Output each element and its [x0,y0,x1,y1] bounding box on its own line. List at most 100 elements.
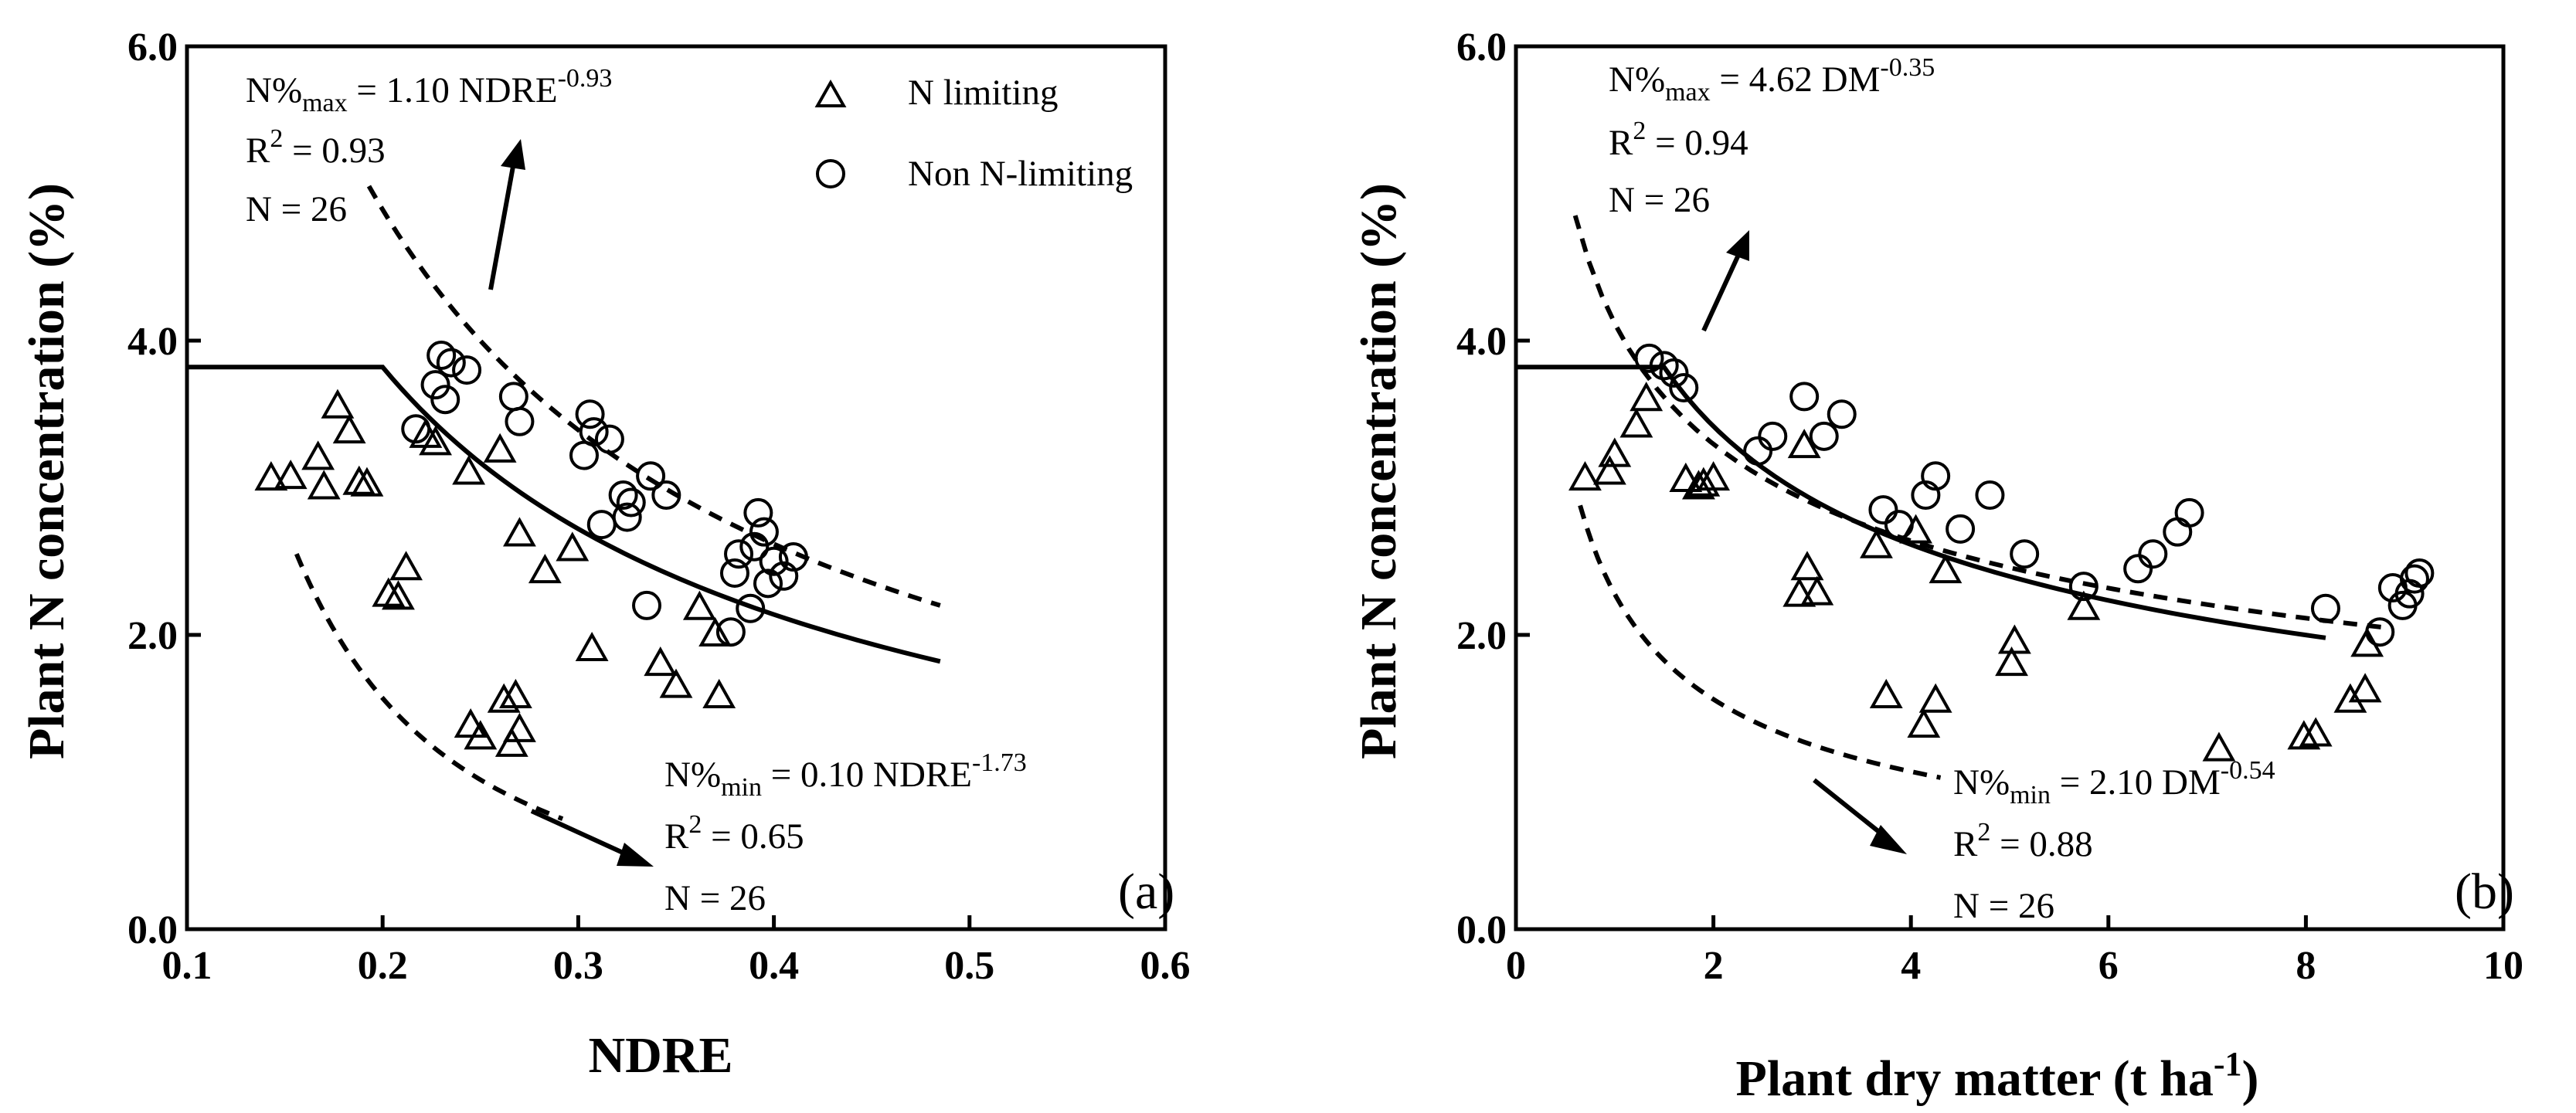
data-point-non-n-limiting [2404,558,2435,588]
panel-b-min-arrow-shaft [1813,778,1888,840]
data-point-non-n-limiting [430,385,460,415]
data-point-non-n-limiting [1659,358,1689,388]
data-point-non-n-limiting [420,370,450,400]
panel-a-min-arrow-head [617,843,654,867]
data-point-non-n-limiting [2163,517,2193,547]
data-point-n-limiting [1630,382,1664,412]
panel-b-plot-frame [1514,44,2506,931]
data-point-non-n-limiting [651,480,681,511]
data-point-n-limiting [575,631,609,662]
panel-b-max-eq-prefix: N% [1609,59,1665,100]
data-point-non-n-limiting [2138,539,2168,569]
x-tick-label: 4 [1901,944,1921,988]
data-point-non-n-limiting [719,558,749,588]
panel-a-max-eq-exp: -0.93 [558,64,613,93]
panel-a-x-axis-title: NDRE [588,1027,732,1084]
x-tick-label: 10 [2483,944,2523,988]
panel-b-series-n-limiting [1568,382,2384,762]
panel-b-min-eq-prefix: N% [1953,762,2010,803]
panel-a-plot-frame [185,44,1167,931]
panel-b-min-r2-exp: 2 [1977,818,1990,847]
data-point-non-n-limiting [1649,351,1679,381]
data-point-n-limiting [307,470,341,500]
panel-a-min-r2-exp: 2 [688,810,702,839]
data-point-non-n-limiting [749,517,779,547]
panel-a-max-arrow [488,139,525,290]
data-point-non-n-limiting [1946,514,1976,544]
data-point-n-limiting [1598,437,1632,467]
panel-b-series-non-n-limiting [1634,343,2435,647]
y-tick-label: 2.0 [127,614,178,658]
data-point-non-n-limiting [575,399,605,429]
y-tick-label: 0.0 [127,908,178,952]
y-tick-label: 4.0 [127,320,178,364]
data-point-non-n-limiting [1809,421,1839,451]
legend-label-n-limiting: N limiting [908,73,1059,113]
x-tick-label: 0.2 [358,944,408,988]
panel-b-min-eq-sub: min [2010,781,2051,809]
data-point-n-limiting [503,517,536,547]
panel-b-max-eq-body: = 4.62 DM [1711,59,1881,100]
panel-a-min-arrow-shaft [530,809,631,858]
panel-b-min-equation: N%min = 2.10 DM-0.54 [1953,756,2275,809]
x-tick-label: 0.5 [944,944,994,988]
data-point-n-limiting [2299,717,2333,747]
data-point-non-n-limiting [743,497,773,528]
data-point-non-n-limiting [612,502,642,532]
panel-a-max-equation: N%max = 1.10 NDRE-0.93 [246,64,612,117]
panel-a-legend: N limiting Non N-limiting [814,73,1133,194]
panel-b-max-r2-value: = 0.94 [1646,123,1748,163]
panel-a-max-eq-body: = 1.10 NDRE [348,70,558,110]
panel-a-min-dilution-curve [294,553,564,821]
data-point-n-limiting [2202,731,2236,762]
panel-b-max-arrow [1701,230,1749,332]
panel-b-max-r2-exp: 2 [1633,117,1646,145]
data-point-n-limiting [274,460,308,490]
data-point-non-n-limiting [427,341,457,371]
data-point-n-limiting [454,708,488,738]
panel-a-max-r2-label: R [246,131,270,171]
data-point-non-n-limiting [1669,372,1699,402]
data-point-non-n-limiting [586,510,617,540]
data-point-n-limiting [1697,460,1731,491]
data-point-non-n-limiting [1884,510,1914,540]
data-point-n-limiting [659,668,693,698]
panel-a-max-r2-exp: 2 [270,124,283,153]
x-tick-label: 0.1 [162,944,212,988]
panel-b-max-equation: N%max = 4.62 DM-0.35 [1609,53,1935,107]
data-point-n-limiting [2287,720,2321,750]
data-point-non-n-limiting [1743,436,1773,466]
data-point-n-limiting [2067,590,2101,620]
data-point-n-limiting [464,720,498,750]
data-point-n-limiting [332,414,366,444]
y-tick-label: 2.0 [1456,614,1507,658]
panel-b-min-r2-value: = 0.88 [1990,824,2092,864]
data-point-n-limiting [2348,673,2382,703]
panel-a-min-eq-body: = 0.10 NDRE [762,755,972,795]
data-point-n-limiting [419,426,452,456]
data-point-non-n-limiting [2010,539,2040,569]
panel-a-max-dilution-curve [366,185,941,608]
y-tick-label: 0.0 [1456,908,1507,952]
panel-b-max-dilution-curve [1572,215,2385,630]
panel-b-min-arrow [1813,778,1907,854]
panel-b-max-r2: R2 = 0.94 [1609,117,1748,163]
panel-b-min-n: N = 26 [1953,886,2054,926]
data-point-n-limiting [452,455,486,485]
panel-a: Plant N concentration (%) 0.0 2.0 4.0 6.0 0… [19,25,1191,1084]
data-point-n-limiting [498,678,532,709]
x-tick-label: 0 [1506,944,1526,988]
panel-a-series-non-n-limiting [401,341,808,647]
panel-a-critical-curve [187,365,941,664]
panel-b-min-r2: R2 = 0.88 [1953,818,2093,864]
data-point-non-n-limiting [636,461,666,491]
data-point-n-limiting [1669,462,1703,492]
data-point-n-limiting [1899,514,1933,544]
legend-triangle-marker [814,79,847,107]
data-point-n-limiting [1592,455,1626,485]
data-point-n-limiting [382,580,415,610]
data-point-non-n-limiting [769,561,799,591]
data-point-non-n-limiting [1634,343,1664,373]
panel-a-min-arrow [530,809,654,867]
